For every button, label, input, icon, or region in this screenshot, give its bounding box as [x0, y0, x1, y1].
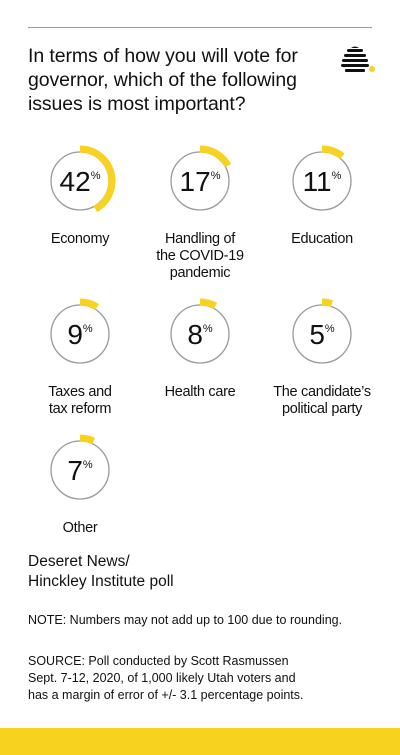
percent-value: 11	[303, 166, 332, 197]
percent-symbol: %	[332, 170, 342, 182]
category-label-line: Other	[62, 520, 98, 536]
stat-item: 5% The candidate’s political party	[259, 296, 385, 418]
donut-arc	[199, 298, 218, 310]
category-label: Economy	[17, 231, 143, 248]
percent-symbol: %	[203, 323, 213, 335]
donut-chart: 7%	[50, 434, 110, 500]
category-label-line: tax reform	[48, 401, 112, 417]
category-label-line: Education	[291, 231, 353, 247]
percent-value: 9	[67, 319, 83, 350]
donut-arc	[79, 145, 116, 213]
category-label-line: Handling of	[164, 231, 236, 247]
stat-item: 7% Other	[17, 432, 143, 537]
percent-value: 17	[180, 166, 211, 197]
percent-symbol: %	[211, 170, 221, 182]
donut-chart: 17%	[170, 145, 232, 211]
beehive-icon	[341, 46, 375, 72]
donut-arc	[79, 434, 96, 445]
category-label-line: the COVID-19	[156, 248, 244, 264]
donut-arc	[321, 145, 345, 160]
stat-item: 17% Handling of the COVID-19 pandemic	[137, 143, 263, 282]
donut-chart: 42%	[50, 145, 116, 213]
percent-label: 8%	[187, 319, 213, 350]
category-label-line: political party	[281, 401, 363, 417]
publisher-line: Hinckley Institute poll	[28, 573, 174, 590]
percent-value: 7	[67, 455, 83, 486]
stat-item: 9% Taxes and tax reform	[17, 296, 143, 418]
chart-title: In terms of how you will vote for govern…	[28, 45, 298, 115]
source-line: Sept. 7-12, 2020, of 1,000 likely Utah v…	[28, 671, 296, 685]
source-line: has a margin of error of +/- 3.1 percent…	[28, 688, 304, 702]
source-line: SOURCE: Poll conducted by Scott Rasmusse…	[28, 654, 289, 668]
rounding-note: NOTE: Numbers may not add up to 100 due …	[28, 613, 343, 627]
top-divider	[28, 27, 372, 28]
category-label-line: The candidate’s	[273, 384, 371, 400]
percent-label: 17%	[180, 166, 221, 197]
footer-accent-bar	[0, 728, 400, 755]
donut-chart: 11%	[292, 145, 352, 211]
category-label-line: Economy	[50, 231, 110, 247]
percent-value: 42	[60, 166, 91, 197]
category-label: Health care	[137, 384, 263, 401]
category-label-line: Taxes and	[48, 384, 112, 400]
stat-item: 8% Health care	[137, 296, 263, 401]
percent-symbol: %	[325, 323, 335, 335]
percent-label: 7%	[67, 455, 93, 486]
category-label-line: Health care	[164, 384, 236, 400]
category-label-line: pandemic	[169, 265, 231, 281]
donut-arc	[321, 298, 333, 307]
percent-label: 11%	[303, 166, 342, 197]
category-label: Taxes and tax reform	[17, 384, 143, 418]
publisher-credit: Deseret News/ Hinckley Institute poll	[28, 552, 174, 592]
donut-chart: 9%	[50, 298, 110, 364]
donut-chart: 5%	[292, 298, 352, 364]
donut-arc	[199, 145, 232, 168]
source-note: SOURCE: Poll conducted by Scott Rasmusse…	[28, 653, 373, 704]
percent-label: 42%	[60, 166, 101, 197]
category-label: Education	[259, 231, 385, 248]
percent-label: 5%	[309, 319, 335, 350]
publisher-line: Deseret News/	[28, 553, 130, 570]
category-label: The candidate’s political party	[259, 384, 385, 418]
category-label: Other	[17, 520, 143, 537]
percent-symbol: %	[83, 459, 93, 471]
percent-value: 8	[187, 319, 203, 350]
percent-value: 5	[309, 319, 325, 350]
percent-symbol: %	[83, 323, 93, 335]
stat-item: 11% Education	[259, 143, 385, 248]
donut-chart: 8%	[170, 298, 230, 364]
percent-label: 9%	[67, 319, 93, 350]
percent-symbol: %	[91, 170, 101, 182]
donut-arc	[79, 298, 100, 311]
stat-item: 42% Economy	[17, 143, 143, 248]
category-label: Handling of the COVID-19 pandemic	[137, 231, 263, 282]
